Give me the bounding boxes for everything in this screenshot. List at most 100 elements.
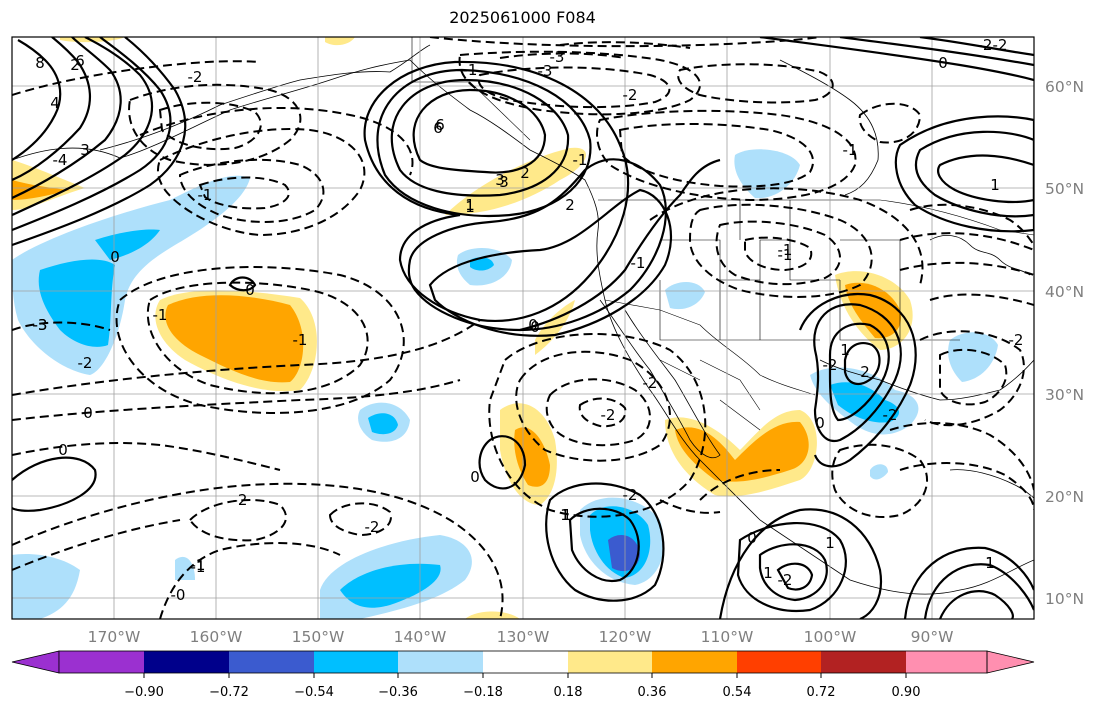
contour-line — [488, 332, 707, 518]
contour-line — [156, 128, 366, 237]
contour-label: 1 — [840, 341, 850, 359]
contour-line — [909, 203, 1034, 246]
negative-contours — [12, 37, 1034, 619]
positive-anomaly-area — [325, 37, 355, 46]
contour-label: -1 — [843, 141, 858, 159]
colorbar-segment — [59, 651, 144, 673]
contour-label: -2 — [778, 571, 793, 589]
contour-line — [499, 52, 626, 59]
contour-label: 3 — [495, 171, 505, 189]
contour-label: -1 — [463, 61, 478, 79]
contour-line — [843, 342, 881, 386]
colorbar-tick-label: 0.72 — [807, 685, 836, 700]
contour-line — [12, 321, 111, 331]
contour-line — [429, 37, 821, 48]
negative-anomaly-area — [368, 413, 398, 435]
lon-label: 120°W — [599, 628, 652, 646]
coastlines — [12, 44, 1034, 595]
contour-label: 2 — [70, 56, 80, 74]
contour-label: -1 — [293, 331, 308, 349]
colorbar-frame — [58, 650, 988, 674]
contour-label: 1 — [985, 554, 995, 572]
colorbar-segment — [229, 651, 314, 673]
contour-label: -2 — [993, 36, 1008, 54]
colorbar-tick-label: 0.90 — [892, 685, 921, 700]
contour-label: -1 — [191, 558, 206, 576]
colorbar-tick-label: −0.72 — [209, 685, 249, 700]
contour-line — [545, 482, 665, 602]
baja-coast — [599, 299, 721, 459]
contour-label: 6 — [75, 52, 85, 70]
contour-line — [798, 292, 917, 468]
contour-line — [12, 37, 92, 182]
contour-line — [899, 261, 1034, 276]
contour-labels: 2 3 4 6 8 6 2 -3 -2 -2 -3 -1 6 -3 -2 -1 … — [33, 36, 1024, 604]
negative-anomaly-area — [340, 563, 441, 608]
colorbar-tick-label: −0.90 — [124, 685, 164, 700]
contour-line — [889, 422, 1034, 491]
cuba-coast — [949, 469, 1034, 499]
contour-line — [12, 37, 154, 217]
contour-label: 8 — [35, 54, 45, 72]
contour-line — [858, 102, 922, 144]
lon-label: 130°W — [497, 628, 550, 646]
contour-line — [328, 502, 392, 537]
contour-line — [568, 507, 640, 583]
colorbar-segment — [906, 651, 987, 673]
contour-label: 2 — [520, 164, 530, 182]
contour-line — [715, 220, 841, 286]
contour-line — [894, 115, 1034, 233]
lat-label: 20°N — [1045, 488, 1084, 506]
contour-label: 0 — [245, 281, 255, 299]
contour-line — [139, 106, 414, 176]
contour-label: -2 — [78, 354, 93, 372]
lon-label: 90°W — [911, 628, 954, 646]
positive-anomaly-area — [165, 295, 304, 383]
lat-label: 10°N — [1045, 590, 1084, 608]
contour-line — [478, 435, 527, 490]
us-mexico-border — [604, 299, 816, 396]
contour-label: 0 — [110, 248, 120, 266]
colorbar-tick-label: −0.36 — [378, 685, 418, 700]
map-title: 2025061000 F084 — [449, 8, 596, 27]
positive-anomaly-area — [445, 147, 587, 215]
colorbar-segment — [314, 651, 398, 673]
negative-anomaly-area — [608, 535, 640, 572]
contour-line — [198, 176, 290, 210]
contour-label: -1 — [778, 241, 793, 259]
lon-label: 100°W — [804, 628, 857, 646]
contour-label: -2 — [623, 486, 638, 504]
lon-label: 140°W — [394, 628, 447, 646]
colorbar-segment — [737, 651, 821, 673]
positive-anomaly-area — [675, 421, 809, 482]
positive-contours — [12, 37, 1034, 619]
contour-label: 0 — [58, 441, 68, 459]
contour-line — [688, 203, 873, 298]
contour-line — [776, 562, 814, 591]
contour-label: -2 — [188, 68, 203, 86]
negative-anomaly-area — [665, 282, 705, 310]
contour-label: -3 — [33, 316, 48, 334]
contour-label: 6 — [433, 119, 443, 137]
contour-label: -2 — [643, 374, 658, 392]
contour-label: 1 — [990, 176, 1000, 194]
colorbar-min-extension — [11, 650, 60, 674]
contour-line — [12, 456, 97, 512]
contour-line — [899, 462, 1034, 511]
contour-line — [758, 543, 828, 602]
contour-line — [736, 521, 847, 613]
gulf-coast — [819, 359, 1034, 401]
colorbar-tick-label: −0.54 — [294, 685, 334, 700]
contour-line — [158, 101, 262, 151]
lon-label: 150°W — [292, 628, 345, 646]
colorbar-max-extension — [986, 650, 1035, 674]
contour-line — [407, 158, 667, 332]
contour-label: -3 — [33, 316, 48, 334]
contour-label: 0 — [528, 316, 538, 334]
contour-line — [12, 60, 261, 96]
contour-label: -3 — [550, 48, 565, 66]
contour-line — [146, 281, 369, 395]
colorbar-segment — [398, 651, 483, 673]
longitude-labels: 170°W 160°W 150°W 140°W 130°W 120°W 110°… — [88, 628, 954, 646]
lon-label: 170°W — [88, 628, 141, 646]
